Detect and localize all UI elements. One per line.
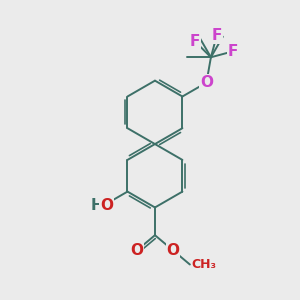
Text: O: O [100, 198, 113, 213]
Text: F: F [228, 44, 238, 59]
Text: O: O [200, 75, 213, 90]
Text: F: F [190, 34, 200, 49]
Text: CH₃: CH₃ [192, 258, 217, 271]
Text: O: O [130, 243, 143, 258]
Text: F: F [212, 28, 222, 43]
Text: H: H [90, 198, 103, 213]
Text: O: O [167, 243, 180, 258]
